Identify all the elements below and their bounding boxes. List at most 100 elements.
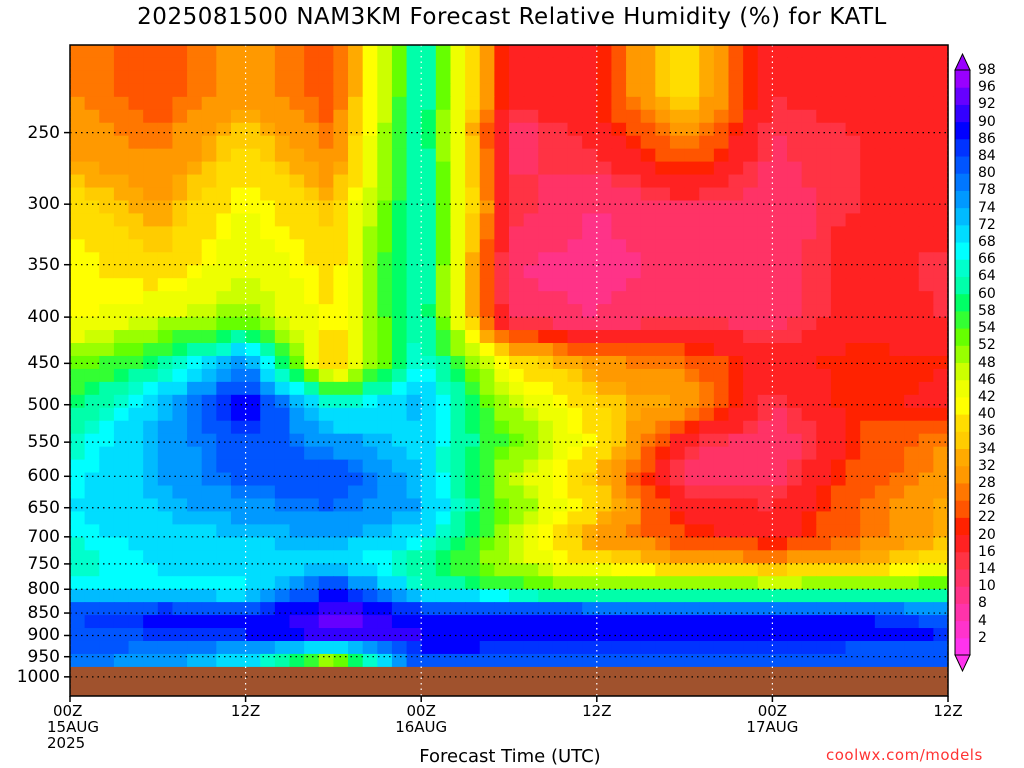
heatmap-cell bbox=[801, 122, 817, 137]
heatmap-cell bbox=[99, 187, 115, 202]
heatmap-cell bbox=[406, 213, 422, 227]
heatmap-cell bbox=[918, 252, 934, 266]
heatmap-cell bbox=[874, 200, 891, 215]
heatmap-cell bbox=[260, 498, 276, 513]
heatmap-cell bbox=[245, 537, 261, 551]
heatmap-cell bbox=[845, 174, 861, 189]
heatmap-cell bbox=[918, 640, 934, 655]
heatmap-cell bbox=[304, 122, 320, 137]
heatmap-cell bbox=[245, 355, 261, 370]
heatmap-cell bbox=[757, 446, 773, 461]
heatmap-cell bbox=[699, 343, 715, 357]
heatmap-cell bbox=[567, 485, 583, 500]
heatmap-cell bbox=[245, 278, 261, 292]
heatmap-cell bbox=[801, 70, 817, 85]
heatmap-cell bbox=[640, 70, 656, 85]
heatmap-cell bbox=[918, 563, 934, 577]
heatmap-cell bbox=[465, 57, 481, 72]
heatmap-cell bbox=[830, 653, 847, 668]
heatmap-cell bbox=[523, 252, 539, 266]
heatmap-cell bbox=[655, 265, 671, 279]
heatmap-cell bbox=[860, 472, 876, 487]
heatmap-cell bbox=[260, 459, 276, 474]
heatmap-cell bbox=[874, 355, 891, 370]
heatmap-cell bbox=[845, 407, 861, 422]
heatmap-cell bbox=[596, 343, 613, 357]
heatmap-cell bbox=[699, 640, 715, 655]
heatmap-cell bbox=[216, 291, 232, 305]
heatmap-cell bbox=[230, 485, 247, 500]
heatmap-cell bbox=[84, 96, 100, 111]
heatmap-cell bbox=[172, 394, 188, 409]
heatmap-cell bbox=[787, 602, 803, 616]
heatmap-cell bbox=[801, 563, 817, 577]
heatmap-cell bbox=[333, 122, 349, 137]
heatmap-cell bbox=[201, 317, 217, 331]
heatmap-cell bbox=[830, 420, 847, 435]
heatmap-cell bbox=[479, 135, 495, 150]
heatmap-cell bbox=[772, 433, 788, 448]
heatmap-cell bbox=[113, 498, 130, 513]
heatmap-cell bbox=[128, 57, 144, 72]
heatmap-cell bbox=[362, 550, 378, 564]
heatmap-cell bbox=[801, 291, 817, 305]
heatmap-cell bbox=[728, 187, 744, 202]
heatmap-cell bbox=[143, 589, 159, 603]
heatmap-cell bbox=[348, 187, 364, 202]
heatmap-cell bbox=[757, 330, 773, 344]
heatmap-cell bbox=[655, 420, 671, 435]
heatmap-cell bbox=[435, 537, 452, 551]
heatmap-cell bbox=[333, 239, 349, 253]
heatmap-cell bbox=[421, 109, 437, 124]
heatmap-cell bbox=[391, 317, 408, 331]
heatmap-cell bbox=[391, 368, 408, 383]
heatmap-cell bbox=[450, 407, 466, 422]
heatmap-cell bbox=[655, 537, 671, 551]
heatmap-cell bbox=[640, 213, 656, 227]
heatmap-cell bbox=[391, 291, 408, 305]
heatmap-cell bbox=[99, 615, 115, 629]
heatmap-cell bbox=[494, 187, 510, 202]
heatmap-cell bbox=[391, 135, 408, 150]
heatmap-cell bbox=[596, 57, 613, 72]
heatmap-cell bbox=[157, 148, 174, 163]
heatmap-cell bbox=[450, 135, 466, 150]
heatmap-cell bbox=[157, 576, 174, 590]
heatmap-cell bbox=[479, 330, 495, 344]
heatmap-cell bbox=[187, 485, 203, 500]
heatmap-cell bbox=[596, 109, 613, 124]
heatmap-cell bbox=[816, 355, 832, 370]
heatmap-cell bbox=[596, 135, 613, 150]
heatmap-cell bbox=[772, 394, 788, 409]
heatmap-cell bbox=[435, 459, 452, 474]
heatmap-cell bbox=[523, 330, 539, 344]
heatmap-cell bbox=[640, 291, 656, 305]
heatmap-cell bbox=[348, 576, 364, 590]
heatmap-cell bbox=[845, 83, 861, 98]
heatmap-cell bbox=[99, 226, 115, 240]
heatmap-cell bbox=[874, 407, 891, 422]
heatmap-cell bbox=[245, 368, 261, 383]
heatmap-cell bbox=[860, 239, 876, 253]
heatmap-cell bbox=[70, 265, 86, 279]
heatmap-cell bbox=[918, 161, 934, 176]
heatmap-cell bbox=[538, 239, 554, 253]
heatmap-cell bbox=[538, 213, 554, 227]
heatmap-cell bbox=[582, 640, 598, 655]
heatmap-cell bbox=[728, 459, 744, 474]
heatmap-cell bbox=[187, 589, 203, 603]
heatmap-cell bbox=[187, 187, 203, 202]
heatmap-cell bbox=[889, 161, 905, 176]
heatmap-cell bbox=[377, 239, 393, 253]
heatmap-cell bbox=[889, 239, 905, 253]
heatmap-cell bbox=[406, 239, 422, 253]
heatmap-cell bbox=[582, 550, 598, 564]
heatmap-cell bbox=[582, 109, 598, 124]
heatmap-cell bbox=[201, 511, 217, 525]
heatmap-cell bbox=[362, 576, 378, 590]
heatmap-cell bbox=[494, 511, 510, 525]
heatmap-cell bbox=[830, 485, 847, 500]
heatmap-cell bbox=[655, 433, 671, 448]
heatmap-cell bbox=[157, 70, 174, 85]
heatmap-cell bbox=[157, 407, 174, 422]
